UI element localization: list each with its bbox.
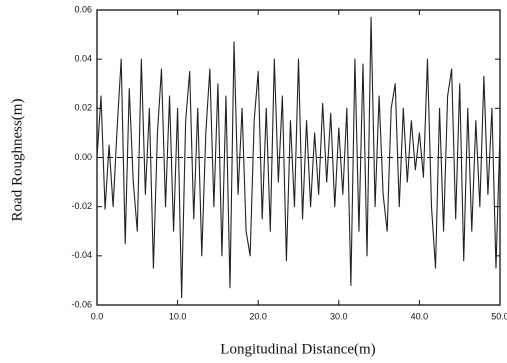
x-tick-label: 10.0: [169, 311, 187, 321]
x-tick-label: 50.0: [491, 311, 507, 321]
line-series: [96, 16, 501, 299]
x-tick-label: 40.0: [411, 311, 429, 321]
y-tick-label: -0.06: [71, 299, 92, 309]
y-axis-label: Road Roughness(m): [9, 99, 25, 222]
x-tick-label: 30.0: [330, 311, 348, 321]
y-tick-label: 0.06: [74, 4, 92, 14]
y-tick-label: -0.02: [71, 201, 92, 211]
y-tick-label: 0.02: [74, 103, 92, 113]
y-tick-label: 0.04: [74, 54, 92, 64]
y-tick-label: 0.00: [74, 152, 92, 162]
x-tick-label: 20.0: [249, 311, 267, 321]
x-axis-label: Longitudinal Distance(m): [220, 341, 375, 357]
x-tick-label: 0.0: [91, 311, 104, 321]
y-tick-label: -0.04: [71, 250, 92, 260]
